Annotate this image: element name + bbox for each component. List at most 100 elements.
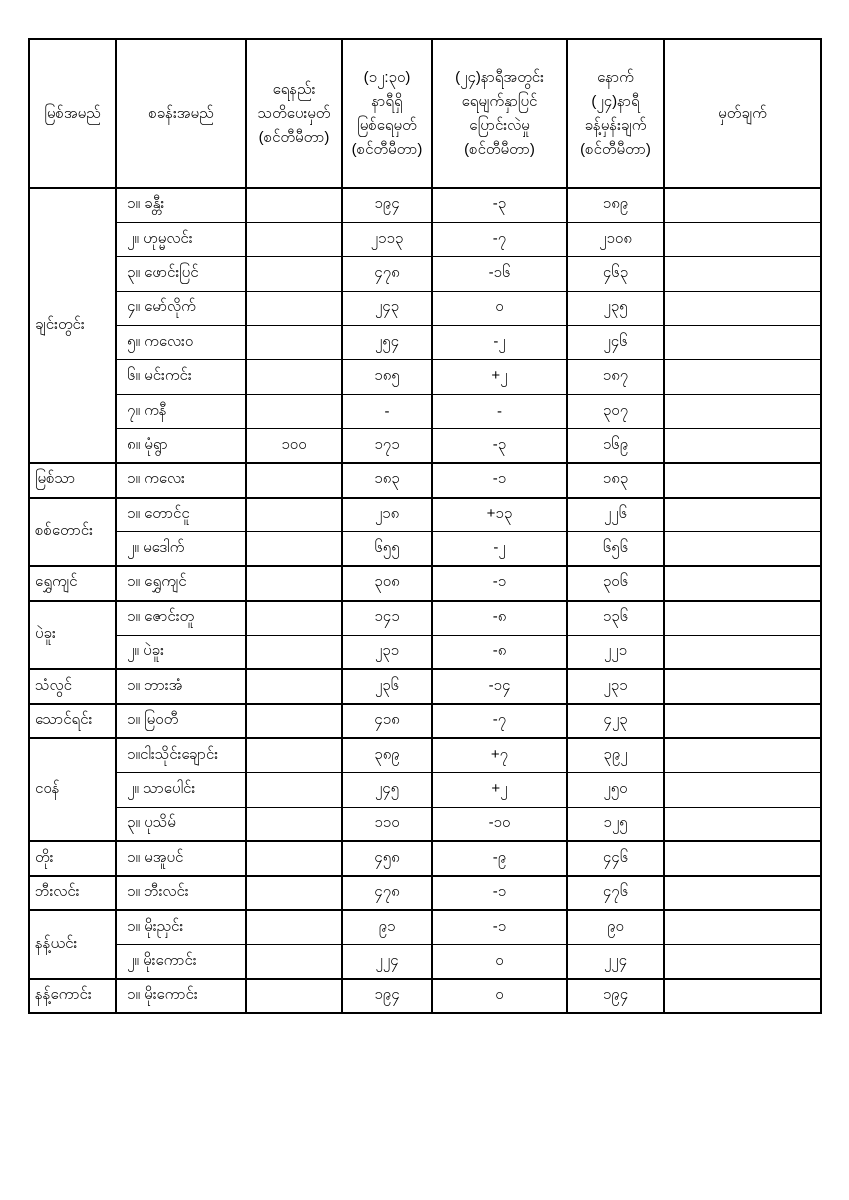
water-level-cell: ၆၅၅ <box>341 531 433 567</box>
station-name-cell: ၁။ ဇောင်းတူ <box>115 599 247 636</box>
change-cell: ၀ <box>431 977 568 1014</box>
warning-level-cell <box>245 874 343 911</box>
change-cell: - <box>431 393 568 430</box>
forecast-cell: ၂၃၅ <box>566 290 665 327</box>
table-row: ၈။ မုံရွာ ၁၀၀ ၁၇၁ -၃ ၁၆၉ <box>29 428 822 464</box>
forecast-cell: ၃၉၂ <box>566 737 665 774</box>
warning-level-cell <box>245 737 343 774</box>
change-cell: -၁၀ <box>431 806 568 842</box>
table-row: ဘီးလင်း ၁။ ဘီးလင်း ၄၇၈ -၁ ၄၇၆ <box>28 874 822 911</box>
change-cell: -၂ <box>431 325 568 361</box>
change-cell: -၃ <box>431 186 568 223</box>
forecast-cell: ၁၃၆ <box>566 599 665 636</box>
station-name-cell: ၄။ မော်လိုက် <box>115 290 247 327</box>
forecast-cell: ၄၆၃ <box>566 256 665 292</box>
station-name-cell: ၂။ မိုးကောင်း <box>115 944 247 980</box>
change-cell: +၇ <box>431 737 568 774</box>
station-name-cell: ၁။ မိုးညှင်း <box>115 909 247 946</box>
water-level-cell: ၄၇၈ <box>341 256 433 292</box>
water-level-cell: ၂၂၄ <box>341 944 433 980</box>
water-level-cell: ၂၄၅ <box>341 772 433 808</box>
remark-cell <box>663 428 822 464</box>
table-row: သောင်ရင်း ၁။ မြဝတီ ၄၁၈ -၇ ၄၂၃ <box>28 702 822 739</box>
river-name-cell: သံလွင် <box>28 668 117 705</box>
warning-level-cell <box>245 909 343 946</box>
remark-cell <box>663 496 822 533</box>
river-name-cell: ပဲခူး <box>28 599 117 670</box>
warning-level-cell <box>245 393 343 430</box>
remark-cell <box>663 668 822 705</box>
river-name-cell: ဘီးလင်း <box>28 874 117 911</box>
station-name-cell: ၁။ မိုးကောင်း <box>115 977 247 1014</box>
warning-level-cell <box>245 290 343 327</box>
table-row: ၅။ ကလေးဝ ၂၅၄ -၂ ၂၄၆ <box>29 325 822 361</box>
river-name-cell: ချင်းတွင်း <box>28 186 117 464</box>
forecast-cell: ၄၄၆ <box>566 840 665 877</box>
water-level-cell: ၁၄၁ <box>341 599 433 636</box>
water-level-cell: ၉၁ <box>341 909 433 946</box>
station-name-cell: ၅။ ကလေးဝ <box>115 325 247 361</box>
river-name-cell: သောင်ရင်း <box>28 702 117 739</box>
header-24h-change: (၂၄)နာရီအတွင်း ရေမျက်နှာပြင် ပြောင်းလဲမှ… <box>431 38 568 189</box>
change-cell: -၇ <box>431 221 568 258</box>
remark-cell <box>663 186 822 223</box>
change-cell: ၀ <box>431 290 568 327</box>
station-name-cell: ၁။ ဘားအံ <box>115 668 247 705</box>
table-row: မြစ်သာ ၁။ ကလေး ၁၈၃ -၁ ၁၈၃ <box>28 462 822 499</box>
warning-level-cell: ၁၀၀ <box>245 428 343 464</box>
table-row: ချင်းတွင်း ၁။ ခန္တီး ၁၉၄ -၃ ၁၈၉ <box>28 186 822 464</box>
table-row: သံလွင် ၁။ ဘားအံ ၂၃၆ -၁၄ ၂၃၁ <box>28 668 822 705</box>
forecast-cell: ၁၈၇ <box>566 359 665 395</box>
remark-cell <box>663 737 822 774</box>
river-name-cell: တိုး <box>28 840 117 877</box>
water-level-cell: ၂၁၈ <box>341 496 433 533</box>
forecast-cell: ၄၂၃ <box>566 702 665 739</box>
table-row: ၄။ မော်လိုက် ၂၄၃၀၂၃၅ <box>29 290 822 327</box>
water-level-cell: ၂၁၁၃ <box>341 221 433 258</box>
header-station-name: စခန်းအမည် <box>115 38 247 189</box>
forecast-cell: ၂၄၆ <box>566 325 665 361</box>
river-name-cell: နန့်ယင်း <box>28 909 117 980</box>
table-body: ချင်းတွင်း ၁။ ခန္တီး ၁၉၄ -၃ ၁၈၉ ၂။ ဟုမ္မလင်း၂… <box>28 186 822 1014</box>
water-level-cell: ၄၅၈ <box>341 840 433 877</box>
remark-cell <box>663 325 822 361</box>
remark-cell <box>663 599 822 636</box>
river-name-cell: မြစ်သာ <box>28 462 117 499</box>
change-cell: ၀ <box>431 944 568 980</box>
change-cell: +၂ <box>431 772 568 808</box>
remark-cell <box>663 359 822 395</box>
water-level-cell: ၃၀၈ <box>341 565 433 602</box>
water-level-cell: ၁၁၀ <box>341 806 433 842</box>
forecast-cell: ၂၂၁ <box>566 634 665 670</box>
remark-cell <box>663 772 822 808</box>
change-cell: -၂ <box>431 531 568 567</box>
warning-level-cell <box>245 840 343 877</box>
warning-level-cell <box>245 565 343 602</box>
river-name-cell: နန့်ကောင်း <box>28 977 117 1014</box>
water-level-cell: ၄၁၈ <box>341 702 433 739</box>
warning-level-cell <box>245 531 343 567</box>
water-level-cell: ၁၉၄ <box>341 186 433 223</box>
table-row: ၆။ မင်းကင်း ၁၈၅ +၂ ၁၈၇ <box>29 359 822 395</box>
station-name-cell: ၈။ မုံရွာ <box>115 428 247 464</box>
river-name-cell: စစ်တောင်း <box>28 496 117 567</box>
water-level-cell: ၁၉၄ <box>341 977 433 1014</box>
forecast-cell: ၁၆၉ <box>566 428 665 464</box>
forecast-cell: ၁၉၄ <box>566 977 665 1014</box>
remark-cell <box>663 634 822 670</box>
remark-cell <box>663 256 822 292</box>
water-level-cell: ၂၃၆ <box>341 668 433 705</box>
warning-level-cell <box>245 462 343 499</box>
table-row: တိုး ၁။ မအူပင် ၄၅၈ -၉ ၄၄၆ <box>28 840 822 877</box>
table-row: ၂။ ပဲခူး ၂၃၁ -၈ ၂၂၁ <box>29 634 822 670</box>
station-name-cell: ၁။ ကလေး <box>115 462 247 499</box>
remark-cell <box>663 909 822 946</box>
table-row: ၂။ မဒေါက် ၆၅၅ -၂ ၆၅၆ <box>29 531 822 567</box>
forecast-cell: ၁၂၅ <box>566 806 665 842</box>
change-cell: +၂ <box>431 359 568 395</box>
forecast-cell: ၁၈၉ <box>566 186 665 223</box>
table-row: ၂။ ဟုမ္မလင်း ၂၁၁၃ -၇ ၂၁၀၈ <box>29 221 822 258</box>
table-header: မြစ်အမည် စခန်းအမည် ရေနည်း သတိပေးမှတ် (စင… <box>28 38 822 189</box>
header-24h-forecast: နောက် (၂၄)နာရီ ခန့်မှန်းချက် (စင်တီမီတာ) <box>566 38 665 189</box>
